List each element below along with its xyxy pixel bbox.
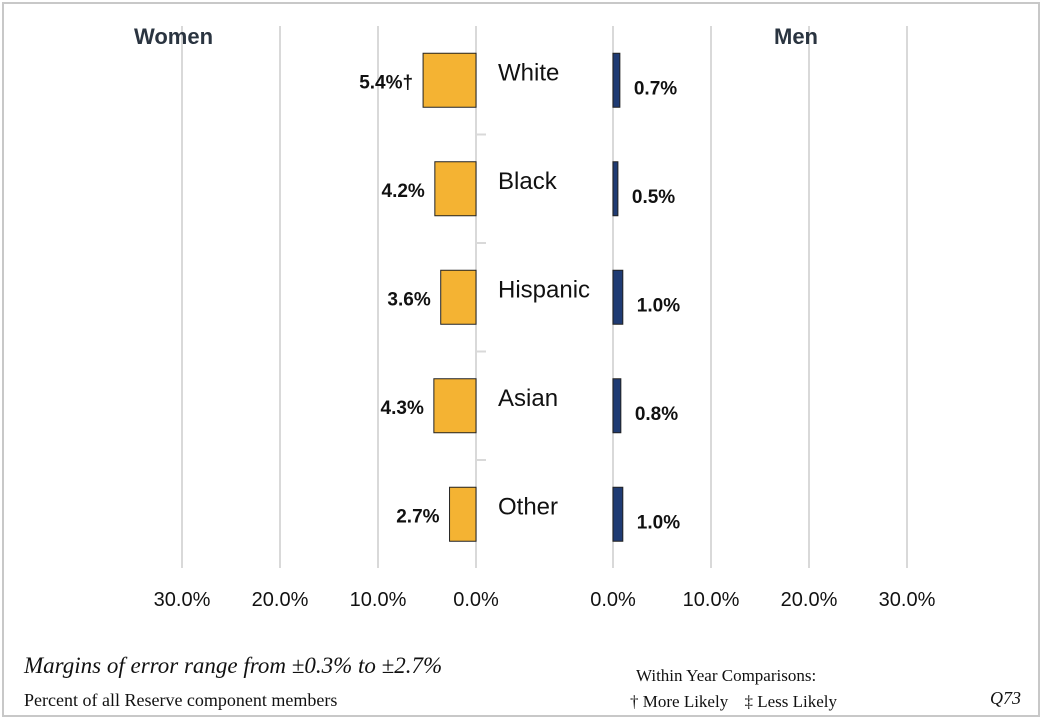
butterfly-chart: 30.0% 20.0% 10.0% 0.0% 0.0% 10.0% 20.0% 30.0% 5.… xyxy=(154,26,936,611)
men-data-label-asian: 0.8% xyxy=(635,404,678,425)
women-data-label-asian: 4.3% xyxy=(381,398,424,419)
women-panel-title: Women xyxy=(134,24,214,49)
men-data-label-hispanic: 1.0% xyxy=(637,295,680,316)
women-data-label-other: 2.7% xyxy=(396,506,439,527)
men-bar-other xyxy=(612,486,624,542)
comparison-legend: † More Likely ‡ Less Likely xyxy=(630,692,849,712)
men-bar-black xyxy=(612,161,619,217)
men-panel-title: Men xyxy=(774,24,818,49)
women-data-label-hispanic: 3.6% xyxy=(387,289,430,310)
comparison-title: Within Year Comparisons: xyxy=(636,666,817,685)
women-bar-asian xyxy=(433,378,477,434)
question-id: Q73 xyxy=(990,688,1021,708)
women-bar-other xyxy=(449,486,477,542)
women-bar-hispanic xyxy=(440,269,477,325)
men-axis-tick-label: 10.0% xyxy=(683,589,740,611)
women-axis-tick-label: 10.0% xyxy=(350,589,407,611)
men-bar-white xyxy=(612,52,621,108)
category-label-white: White xyxy=(498,59,559,86)
men-data-label-white: 0.7% xyxy=(634,78,677,99)
category-label-other: Other xyxy=(498,493,558,520)
men-bar-hispanic xyxy=(612,269,624,325)
men-bar-asian xyxy=(612,378,622,434)
more-likely-legend: † More Likely xyxy=(630,692,729,711)
men-axis-tick-label: 30.0% xyxy=(879,589,936,611)
less-likely-legend: ‡ Less Likely xyxy=(744,692,837,711)
category-label-asian: Asian xyxy=(498,385,558,412)
women-axis-tick-label: 30.0% xyxy=(154,589,211,611)
women-data-label-black: 4.2% xyxy=(382,181,425,202)
population-note: Percent of all Reserve component members xyxy=(24,690,338,710)
men-data-label-black: 0.5% xyxy=(632,187,675,208)
category-label-black: Black xyxy=(498,168,558,195)
women-bar-black xyxy=(434,161,477,217)
men-axis-tick-label: 20.0% xyxy=(781,589,838,611)
men-axis-tick-label: 0.0% xyxy=(590,589,636,611)
women-bar-white xyxy=(422,52,477,108)
men-data-label-other: 1.0% xyxy=(637,512,680,533)
women-data-label-white: 5.4%† xyxy=(359,72,413,93)
margins-of-error-note: Margins of error range from ±0.3% to ±2.… xyxy=(24,653,443,678)
women-axis-tick-label: 20.0% xyxy=(252,589,309,611)
women-axis-tick-label: 0.0% xyxy=(453,589,499,611)
category-label-hispanic: Hispanic xyxy=(498,276,590,303)
